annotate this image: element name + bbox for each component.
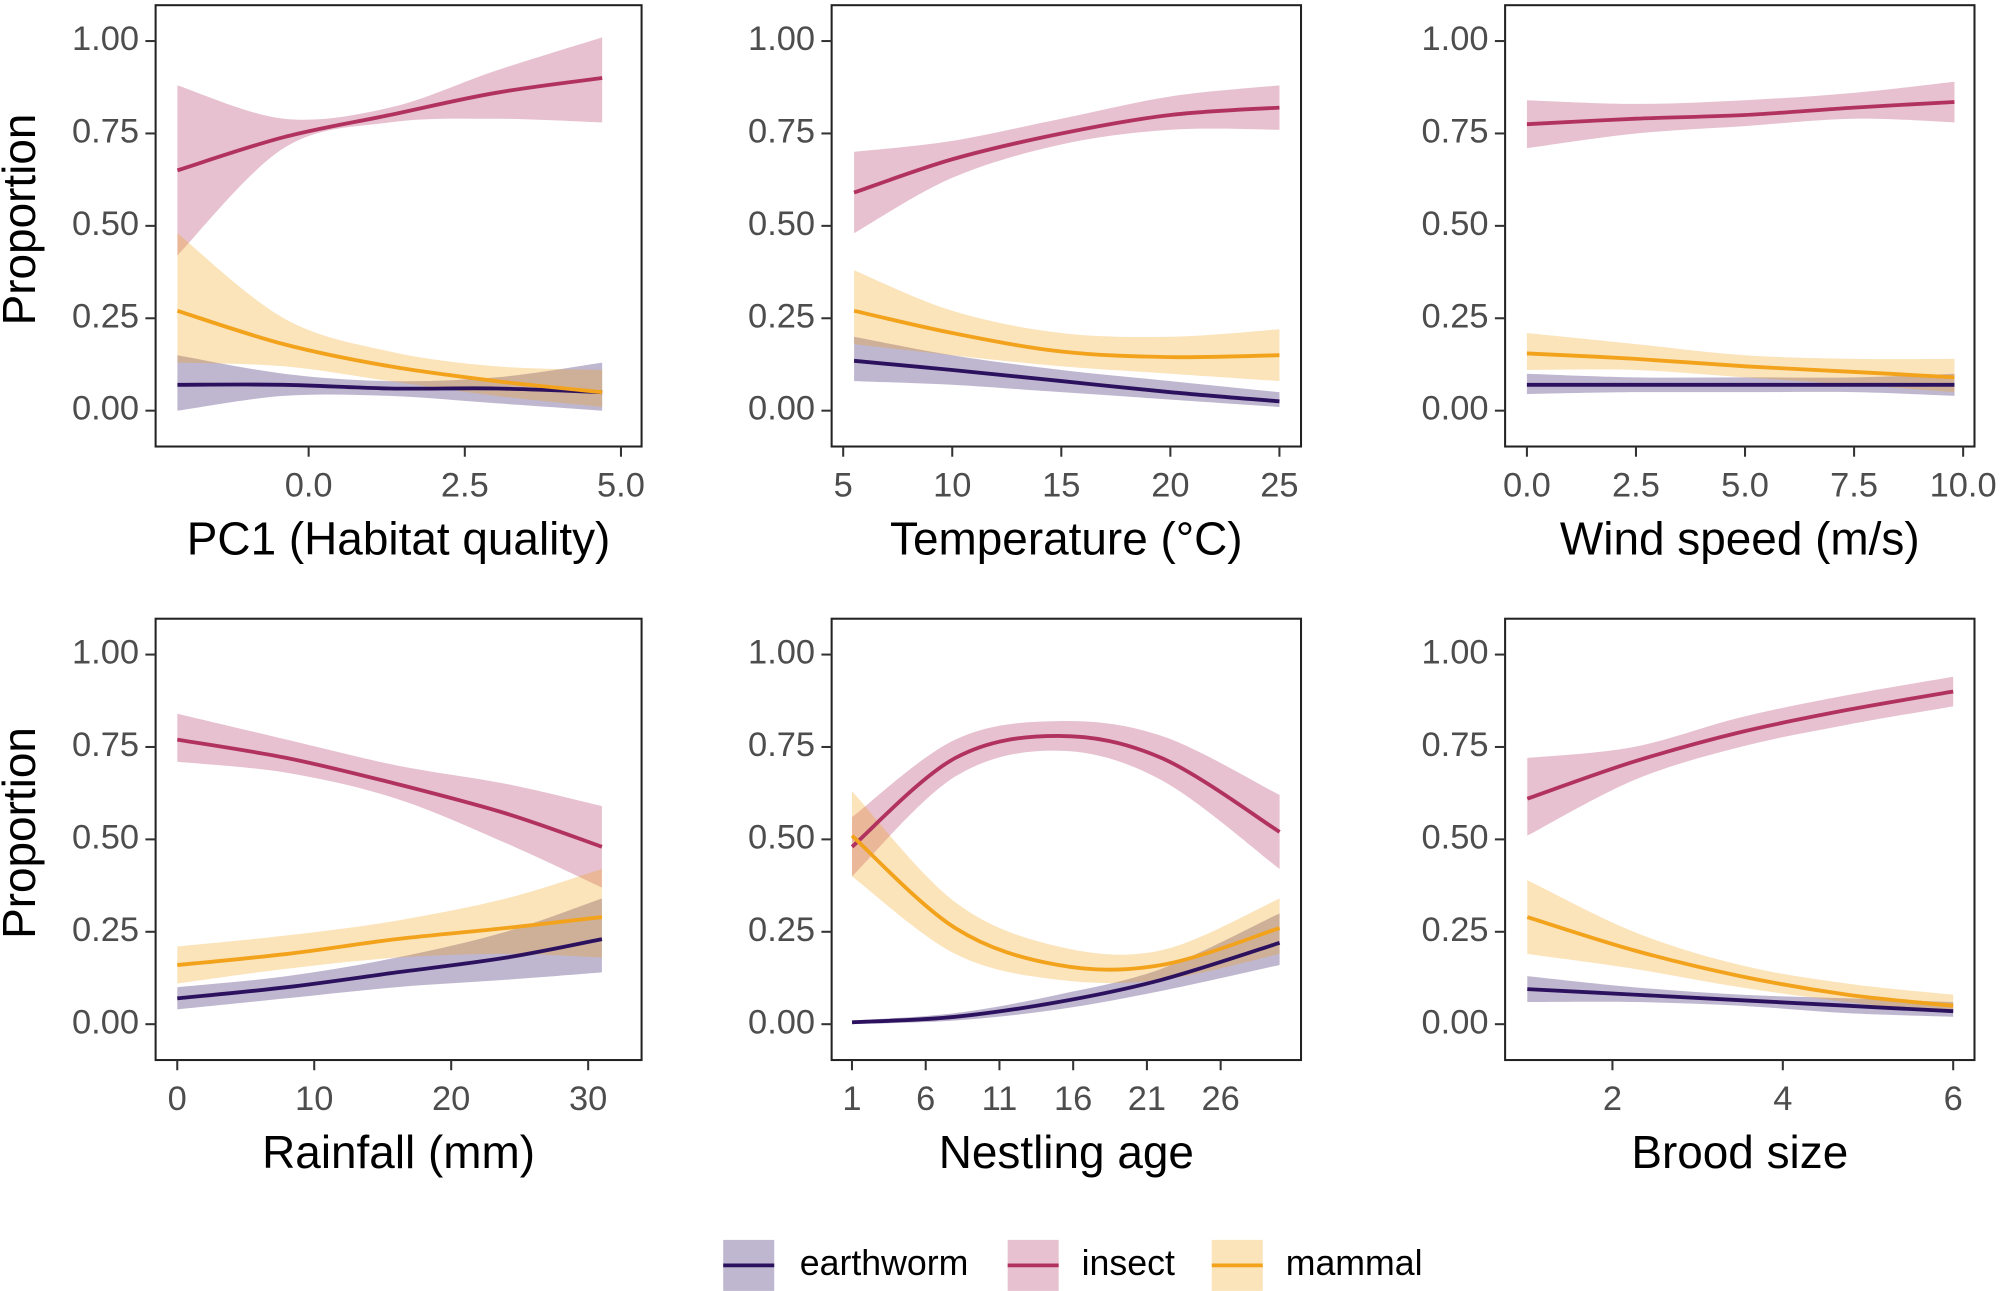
x-tick-label: 21 xyxy=(1128,1080,1166,1118)
y-tick-label: 0.25 xyxy=(72,911,139,949)
series-line xyxy=(851,940,1281,1025)
x-tick-label: 20 xyxy=(432,1080,470,1118)
x-tick-label: 0.0 xyxy=(285,466,333,504)
y-tick-label: 0.00 xyxy=(748,390,815,428)
series-line xyxy=(177,382,603,395)
y-tick-label: 0.00 xyxy=(748,1003,815,1041)
series-line xyxy=(1526,351,1955,380)
y-tick-label: 1.00 xyxy=(72,20,139,58)
y-tick-label: 1.00 xyxy=(748,20,815,58)
x-tick-label: 6 xyxy=(916,1080,935,1118)
x-tick-label: 11 xyxy=(982,1080,1018,1118)
x-tick-label: 1 xyxy=(842,1080,861,1118)
x-axis-title: Wind speed (m/s) xyxy=(1560,512,1920,564)
y-tick-label: 1.00 xyxy=(748,634,815,672)
x-tick-label: 25 xyxy=(1260,466,1298,504)
y-tick-label: 0.00 xyxy=(1422,1003,1489,1041)
series-line xyxy=(853,308,1280,360)
y-tick-label: 0.75 xyxy=(72,113,139,151)
y-tick-label: 0.50 xyxy=(72,818,139,856)
series-line xyxy=(853,105,1280,195)
x-axis-title: Nestling age xyxy=(939,1126,1194,1178)
y-tick-label: 0.50 xyxy=(72,205,139,243)
series-line xyxy=(177,937,603,1001)
confidence-band xyxy=(1527,676,1954,836)
y-tick-label: 0.50 xyxy=(748,818,815,856)
confidence-band xyxy=(852,721,1280,877)
x-tick-label: 10.0 xyxy=(1930,466,1997,504)
y-tick-label: 1.00 xyxy=(72,634,139,672)
x-tick-label: 0 xyxy=(168,1080,187,1118)
confidence-band xyxy=(177,233,603,407)
series-line xyxy=(1526,100,1955,127)
series-line xyxy=(850,734,1281,849)
confidence-band xyxy=(177,37,603,256)
x-tick-label: 5.0 xyxy=(597,466,645,504)
y-axis-title: Proportion xyxy=(0,727,45,939)
confidence-band xyxy=(177,713,602,888)
x-tick-label: 5 xyxy=(834,466,853,504)
x-tick-label: 0.0 xyxy=(1503,466,1551,504)
legend-label: insect xyxy=(1082,1243,1175,1283)
confidence-band xyxy=(1526,333,1955,393)
confidence-band xyxy=(177,898,602,1010)
y-tick-label: 0.75 xyxy=(72,726,139,764)
y-tick-label: 0.00 xyxy=(72,390,139,428)
y-tick-label: 0.25 xyxy=(748,297,815,335)
y-tick-label: 0.25 xyxy=(748,911,815,949)
series-line xyxy=(1527,987,1954,1014)
x-tick-label: 30 xyxy=(569,1080,607,1118)
y-tick-label: 0.00 xyxy=(1422,390,1489,428)
y-tick-label: 0.50 xyxy=(1422,818,1489,856)
x-tick-label: 2.5 xyxy=(1612,466,1660,504)
y-tick-label: 1.00 xyxy=(1422,634,1489,672)
series-line xyxy=(850,834,1281,972)
confidence-band xyxy=(177,355,603,411)
y-tick-label: 0.50 xyxy=(1422,205,1489,243)
x-tick-label: 16 xyxy=(1054,1080,1092,1118)
confidence-band xyxy=(854,270,1280,382)
series-line xyxy=(176,76,603,173)
x-axis-title: Brood size xyxy=(1631,1126,1848,1178)
x-tick-label: 2.5 xyxy=(441,466,489,504)
y-tick-label: 0.25 xyxy=(1422,297,1489,335)
y-tick-label: 0.75 xyxy=(748,726,815,764)
legend-label: mammal xyxy=(1286,1243,1423,1283)
x-tick-label: 15 xyxy=(1042,466,1080,504)
series-line xyxy=(176,308,603,395)
x-tick-label: 2 xyxy=(1603,1080,1622,1118)
y-tick-label: 0.75 xyxy=(1422,726,1489,764)
x-tick-label: 10 xyxy=(933,466,971,504)
series-line xyxy=(853,358,1280,404)
y-tick-label: 0.75 xyxy=(1422,113,1489,151)
x-axis-title: Temperature (°C) xyxy=(890,512,1243,564)
y-tick-label: 0.00 xyxy=(72,1003,139,1041)
y-tick-label: 0.25 xyxy=(1422,911,1489,949)
x-axis-title: Rainfall (mm) xyxy=(262,1126,535,1178)
legend-label: earthworm xyxy=(800,1243,969,1283)
x-tick-label: 10 xyxy=(295,1080,333,1118)
x-tick-label: 4 xyxy=(1773,1080,1792,1118)
y-tick-label: 0.75 xyxy=(748,113,815,151)
y-tick-label: 1.00 xyxy=(1422,20,1489,58)
x-tick-label: 26 xyxy=(1202,1080,1240,1118)
series-line xyxy=(1526,915,1954,1008)
confidence-band xyxy=(852,791,1280,984)
y-axis-title: Proportion xyxy=(0,114,45,326)
x-tick-label: 6 xyxy=(1944,1080,1963,1118)
y-tick-label: 0.25 xyxy=(72,297,139,335)
series-line xyxy=(1526,689,1954,801)
y-tick-label: 0.50 xyxy=(748,205,815,243)
x-tick-label: 7.5 xyxy=(1830,466,1878,504)
series-line xyxy=(176,737,603,849)
confidence-band xyxy=(854,85,1280,234)
x-tick-label: 5.0 xyxy=(1721,466,1769,504)
confidence-band xyxy=(854,336,1280,407)
series-line xyxy=(177,915,603,967)
x-axis-title: PC1 (Habitat quality) xyxy=(187,512,611,564)
x-tick-label: 20 xyxy=(1151,466,1189,504)
